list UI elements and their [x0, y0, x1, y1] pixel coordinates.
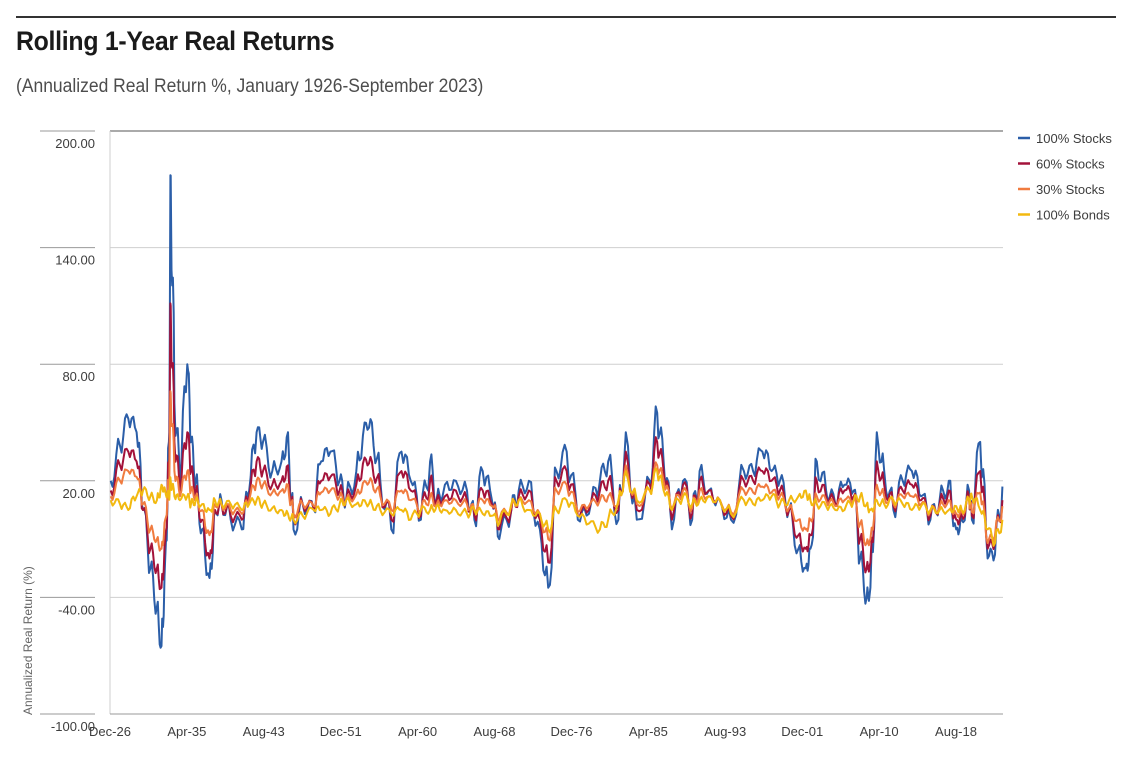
chart-title: Rolling 1-Year Real Returns	[16, 26, 335, 56]
y-tick-label: 200.00	[55, 136, 95, 151]
x-tick-label: Aug-18	[935, 724, 977, 739]
y-tick-label: 140.00	[55, 253, 95, 268]
legend-label: 100% Stocks	[1036, 131, 1112, 146]
x-tick-label: Dec-76	[551, 724, 593, 739]
gridlines	[40, 130, 1003, 715]
x-tick-label: Apr-10	[860, 724, 899, 739]
legend-label: 60% Stocks	[1036, 157, 1105, 172]
x-tick-label: Apr-60	[398, 724, 437, 739]
y-tick-label: -40.00	[58, 602, 95, 617]
x-tick-label: Aug-43	[243, 724, 285, 739]
legend: 100% Stocks 60% Stocks 30% Stocks 100% Bond…	[1018, 131, 1112, 223]
x-tick-label: Aug-93	[704, 724, 746, 739]
series-lines	[109, 174, 1004, 649]
series-line	[109, 302, 1004, 591]
legend-label: 30% Stocks	[1036, 182, 1105, 197]
series-line	[109, 467, 1004, 547]
y-tick-label: 20.00	[62, 486, 95, 501]
y-tick-label: -100.00	[51, 719, 95, 734]
x-tick-label: Apr-35	[167, 724, 206, 739]
x-tick-label: Apr-85	[629, 724, 668, 739]
y-tick-label: 80.00	[62, 369, 95, 384]
series-line	[109, 390, 1004, 552]
y-axis-label: Annualized Real Return (%)	[21, 566, 35, 715]
y-tick-labels: -100.00 -40.00 20.00 80.00 140.00 200.00	[51, 136, 95, 734]
x-tick-labels: Dec-26 Apr-35 Aug-43 Dec-51 Apr-60 Aug-68 Dec-…	[89, 724, 977, 739]
chart-subtitle: (Annualized Real Return %, January 1926-…	[16, 76, 484, 97]
x-tick-label: Aug-68	[474, 724, 516, 739]
x-tick-label: Dec-51	[320, 724, 362, 739]
series-line	[109, 174, 1004, 649]
x-tick-label: Dec-01	[781, 724, 823, 739]
x-tick-label: Dec-26	[89, 724, 131, 739]
top-rule	[16, 16, 1116, 18]
legend-label: 100% Bonds	[1036, 208, 1110, 223]
